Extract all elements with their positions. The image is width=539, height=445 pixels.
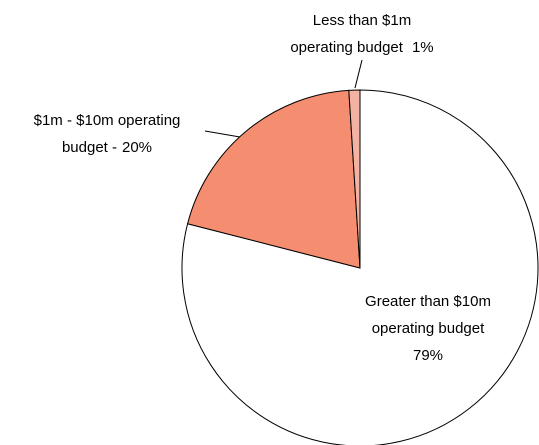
leader-line [354, 59, 363, 89]
slice-label: Less than $1m operating budget [290, 12, 411, 56]
value-label: 79% [413, 347, 443, 364]
leader-line [204, 130, 241, 138]
slice-label: $1m - $10m operating budget - [34, 112, 181, 156]
slice-label: Greater than $10m operating budget [365, 293, 491, 337]
pie-slice [181, 89, 539, 445]
pie-slice [186, 89, 361, 269]
value-label: 1% [412, 39, 434, 56]
pie-slice [348, 89, 361, 269]
value-label: 20% [122, 139, 152, 156]
